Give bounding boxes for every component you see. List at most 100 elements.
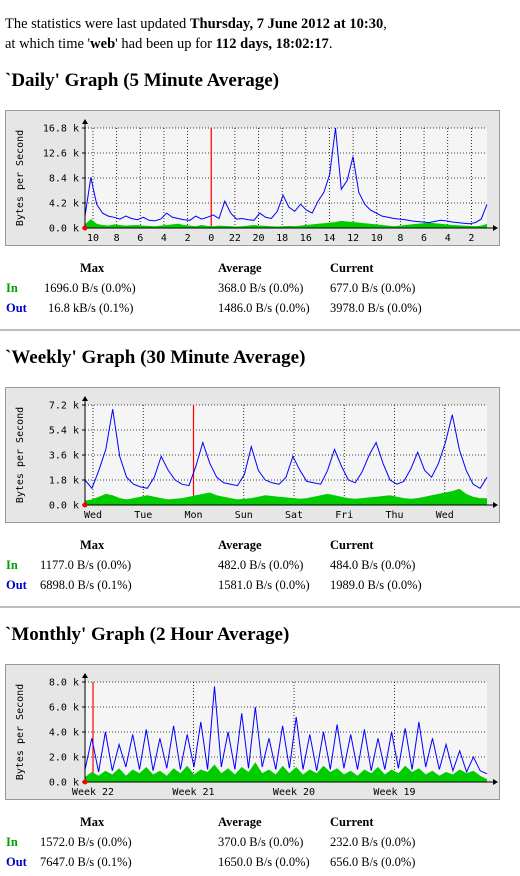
x-tick-label: Sat: [285, 510, 303, 521]
uptime: 112 days, 18:02:17: [215, 36, 329, 52]
monthly-graph: 0.0 k 2.0 k 4.0 k 6.0 k 8.0 k Week 22 Week 21 W…: [5, 664, 500, 800]
stats-header-current: Current: [330, 538, 374, 552]
out-current: 3978.0 B/s (0.0%): [330, 301, 422, 315]
y-tick-label: 4.2 k: [49, 199, 79, 210]
origin-marker: [82, 779, 88, 785]
x-tick-label: 22: [229, 233, 241, 244]
x-tick-label: 2: [185, 233, 191, 244]
out-label: Out: [6, 578, 27, 592]
in-average: 482.0 B/s (0.0%): [218, 558, 304, 572]
weekly-graph-title: `Weekly' Graph (30 Minute Average): [5, 347, 306, 368]
stats-header-average: Average: [218, 815, 262, 829]
x-tick-label: 10: [87, 233, 99, 244]
stats-row-in: In 1572.0 B/s (0.0%) 370.0 B/s (0.0%) 23…: [6, 832, 440, 852]
x-tick-label: 8: [397, 233, 403, 244]
in-current: 677.0 B/s (0.0%): [330, 281, 416, 295]
stats-header-average: Average: [218, 261, 262, 275]
in-label: In: [6, 558, 18, 572]
out-average: 1581.0 B/s (0.0%): [218, 578, 310, 592]
y-tick-label: 8.4 k: [49, 174, 79, 185]
series-in-area: [85, 488, 487, 505]
x-tick-label: 10: [371, 233, 383, 244]
y-tick-label: 8.0 k: [49, 678, 79, 689]
update-line-1: The statistics were last updated Thursda…: [5, 16, 387, 32]
stats-header-max: Max: [80, 538, 105, 552]
update-timestamp: Thursday, 7 June 2012 at 10:30: [189, 16, 384, 32]
y-axis-arrow: [82, 396, 88, 401]
series-out-line: [84, 686, 488, 775]
x-tick-label: Tue: [134, 510, 152, 521]
y-tick-label: 4.0 k: [49, 728, 79, 739]
y-tick-label: 0.0 k: [49, 778, 79, 789]
stats-header-row: Max Average Current: [6, 535, 440, 555]
stats-row-out: Out 6898.0 B/s (0.1%) 1581.0 B/s (0.0%) …: [6, 575, 440, 595]
series-in-area: [85, 219, 487, 228]
y-tick-label: 16.8 k: [43, 124, 79, 135]
weekly-chart-svg: 0.0 k 1.8 k 3.6 k 5.4 k 7.2 k Wed Tue Mon Sun Sat…: [5, 387, 500, 523]
x-tick-label: 0: [208, 233, 214, 244]
out-average: 1650.0 B/s (0.0%): [218, 855, 310, 869]
x-tick-label: Fri: [335, 510, 353, 521]
stats-header-current: Current: [330, 261, 374, 275]
x-tick-label: Week 20: [273, 787, 315, 798]
monthly-stats-table: Max Average Current In 1572.0 B/s (0.0%)…: [6, 812, 440, 872]
in-current: 484.0 B/s (0.0%): [330, 558, 416, 572]
y-tick-label: 6.0 k: [49, 703, 79, 714]
in-average: 368.0 B/s (0.0%): [218, 281, 304, 295]
daily-chart-svg: 0.0 k4.2 k8.4 k12.6 k16.8 k10 8 6 4 2 0 22 20 18…: [5, 110, 500, 246]
y-axis-arrow: [82, 673, 88, 678]
update-line-2: at which time 'web' had been up for 112 …: [5, 36, 333, 52]
daily-graph-title: `Daily' Graph (5 Minute Average): [5, 70, 280, 91]
x-axis-arrow: [493, 502, 498, 508]
origin-marker: [82, 225, 88, 231]
in-max: 1177.0 B/s (0.0%): [40, 558, 132, 572]
y-tick-label: 0.0 k: [49, 501, 79, 512]
x-tick-label: Thu: [385, 510, 403, 521]
monthly-chart-svg: 0.0 k 2.0 k 4.0 k 6.0 k 8.0 k Week 22 Week 21 W…: [5, 664, 500, 800]
out-current: 656.0 B/s (0.0%): [330, 855, 416, 869]
in-max: 1572.0 B/s (0.0%): [40, 835, 132, 849]
y-tick-label: 2.0 k: [49, 753, 79, 764]
series-out-line: [84, 127, 488, 225]
x-tick-label: 6: [137, 233, 143, 244]
x-tick-label: Sun: [235, 510, 253, 521]
y-tick-label: 1.8 k: [49, 476, 79, 487]
x-tick-label: 2: [468, 233, 474, 244]
in-label: In: [6, 835, 18, 849]
stats-row-in: In 1696.0 B/s (0.0%) 368.0 B/s (0.0%) 67…: [6, 278, 440, 298]
x-tick-label: 16: [300, 233, 312, 244]
x-tick-label: 20: [253, 233, 265, 244]
x-tick-label: 12: [347, 233, 359, 244]
x-tick-label: 4: [445, 233, 451, 244]
stats-header-average: Average: [218, 538, 262, 552]
y-tick-label: 7.2 k: [49, 401, 79, 412]
y-tick-label: 5.4 k: [49, 426, 79, 437]
y-axis-label: Bytes per Second: [15, 130, 26, 226]
x-tick-label: Week 19: [373, 787, 415, 798]
section-divider: [0, 606, 520, 608]
x-tick-label: 4: [161, 233, 167, 244]
update-info: The statistics were last updated Thursda…: [5, 14, 387, 54]
x-tick-label: Mon: [184, 510, 202, 521]
stats-row-in: In 1177.0 B/s (0.0%) 482.0 B/s (0.0%) 48…: [6, 555, 440, 575]
out-average: 1486.0 B/s (0.0%): [218, 301, 310, 315]
stats-header-row: Max Average Current: [6, 258, 440, 278]
y-axis-arrow: [82, 119, 88, 124]
stats-row-out: Out 7647.0 B/s (0.1%) 1650.0 B/s (0.0%) …: [6, 852, 440, 872]
y-tick-label: 3.6 k: [49, 451, 79, 462]
y-tick-label: 0.0 k: [49, 224, 79, 235]
daily-graph: 0.0 k 4.2 k 8.4 k 12.6 k 16.8 k 10 8 6 4 2 0 22 20 18…: [5, 110, 500, 246]
x-tick-label: 14: [323, 233, 335, 244]
weekly-graph: 0.0 k 1.8 k 3.6 k 5.4 k 7.2 k Wed Tue Mon Sun Sat…: [5, 387, 500, 523]
stats-row-out: Out 16.8 kB/s (0.1%) 1486.0 B/s (0.0%) 3…: [6, 298, 440, 318]
stats-header-current: Current: [330, 815, 374, 829]
stats-header-row: Max Average Current: [6, 812, 440, 832]
x-tick-label: 6: [421, 233, 427, 244]
weekly-stats-table: Max Average Current In 1177.0 B/s (0.0%)…: [6, 535, 440, 595]
in-current: 232.0 B/s (0.0%): [330, 835, 416, 849]
y-axis-label: Bytes per Second: [15, 407, 26, 503]
in-average: 370.0 B/s (0.0%): [218, 835, 304, 849]
in-label: In: [6, 281, 18, 295]
x-axis-arrow: [493, 779, 498, 785]
out-current: 1989.0 B/s (0.0%): [330, 578, 422, 592]
